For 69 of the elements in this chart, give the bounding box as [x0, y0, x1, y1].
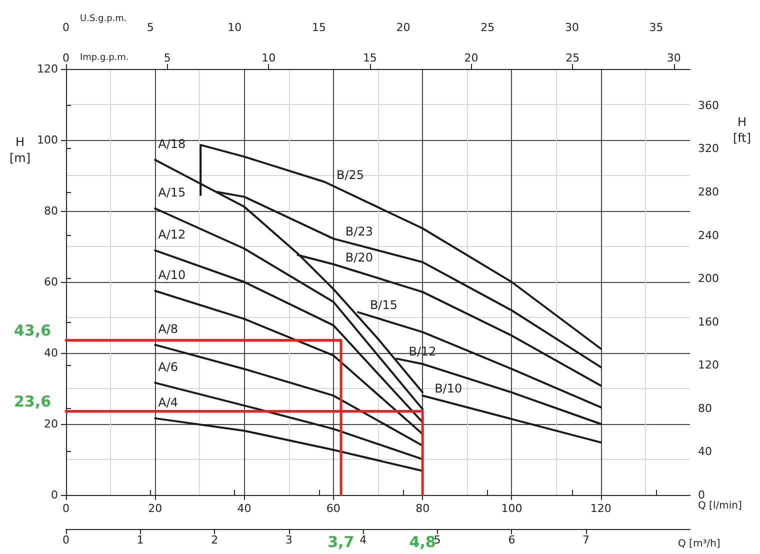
text: 30 [666, 52, 681, 64]
y2-tick-label: 40 [698, 445, 712, 458]
y-axis-title: H [m] [9, 135, 31, 165]
x-tick-label: 60 [326, 502, 340, 515]
text: 20 [464, 52, 478, 64]
series-label: A/18 [158, 136, 186, 151]
text: 25 [566, 52, 580, 64]
y2-tick-label: 160 [698, 315, 719, 328]
text: 5 [164, 52, 171, 64]
y2-tick-label: 120 [698, 358, 719, 372]
x2-tick-label: 0 [62, 21, 70, 34]
series-label: B/20 [345, 250, 373, 264]
x-tick-label: 100 [501, 502, 522, 515]
series-label: B/25 [336, 168, 364, 182]
x2-axis-title: U.S.g.p.m. [80, 14, 127, 24]
x2-tick-label: 30 [564, 21, 579, 34]
y-tick-label: 40 [44, 346, 58, 360]
x2-tick-label: 25 [480, 21, 495, 34]
x-tick-label: 80 [416, 502, 430, 515]
x2-tick-label: 10 [228, 21, 242, 34]
text: 4 [360, 534, 367, 546]
x2-tick-label: 35 [649, 21, 664, 34]
y-tick-label: 100 [37, 134, 58, 146]
x2-tick-label: 5 [146, 21, 154, 34]
text: 5 [434, 534, 441, 546]
x-axis-title: Q [l/min] [698, 500, 742, 512]
series-label: A/8 [158, 322, 178, 336]
x-tick-label: 120 [590, 502, 612, 515]
text: Imp.g.p.m. [80, 53, 129, 63]
x-tick-label: 40 [237, 502, 252, 515]
text: Q [m³/h] [678, 538, 720, 550]
y2-tick-label: 200 [698, 272, 719, 286]
text: 7 [582, 534, 590, 546]
text: 1 [136, 534, 144, 546]
x2-tick-label: 20 [396, 21, 410, 34]
x-tick-label: 0 [62, 502, 70, 515]
series-label: B/10 [434, 382, 462, 396]
text: 3 [285, 534, 292, 546]
y2-tick-label: 320 [698, 142, 719, 156]
text: 0 [62, 52, 70, 64]
annotation: 23,6 [14, 392, 52, 411]
annotation: 43,6 [14, 322, 52, 340]
series-label: A/10 [158, 268, 186, 282]
series-label: B/23 [345, 224, 373, 239]
text: 10 [262, 52, 276, 64]
y-tick-label: 20 [44, 418, 58, 430]
text: 0 [62, 534, 70, 546]
text: 6 [508, 534, 516, 546]
y2-tick-label: 80 [698, 402, 712, 415]
y2-axis-title: H [ft] [732, 115, 752, 145]
series-label: A/12 [158, 227, 186, 242]
series-label: B/15 [370, 298, 398, 312]
series-label: A/15 [158, 186, 186, 200]
y-tick-label: 120 [37, 62, 58, 76]
text: 3,7 [328, 533, 354, 551]
y2-tick-label: 0 [698, 488, 705, 502]
text: 15 [362, 52, 377, 64]
y-tick-label: 60 [44, 276, 58, 288]
y2-tick-label: 360 [698, 98, 719, 112]
y-tick-label: 80 [44, 204, 58, 218]
series-label: A/4 [158, 395, 178, 410]
series-label: A/6 [158, 360, 178, 374]
x2-tick-label: 15 [312, 21, 326, 34]
text: 2 [211, 534, 218, 546]
y-tick-label: 0 [51, 488, 58, 502]
text: 4,8 [409, 533, 436, 551]
y2-tick-label: 280 [698, 186, 719, 199]
y2-tick-label: 240 [698, 228, 719, 242]
x-tick-label: 20 [148, 502, 162, 515]
